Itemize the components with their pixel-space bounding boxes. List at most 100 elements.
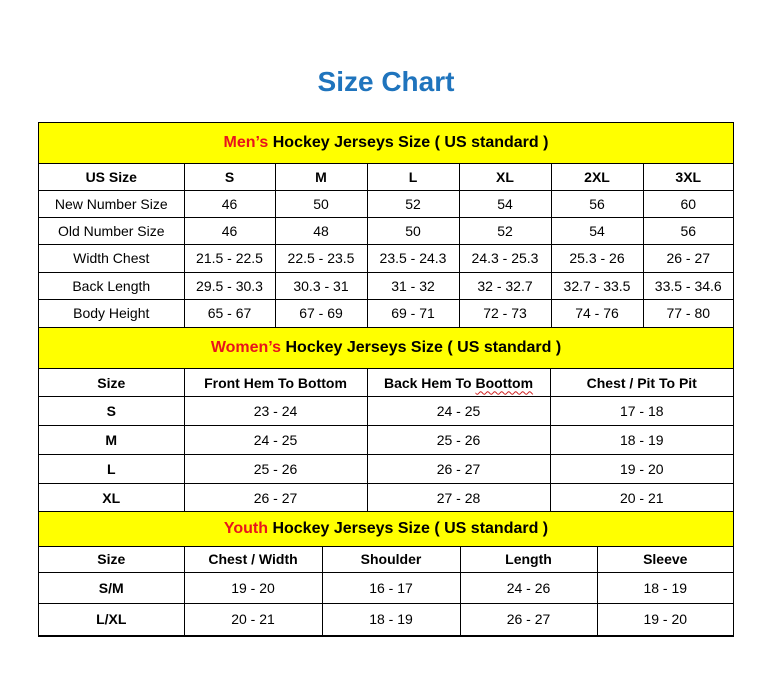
men-column-header: 3XL bbox=[642, 162, 733, 191]
women-table-cell: 26 - 27 bbox=[183, 483, 368, 512]
women-header-row: Size Front Hem To Bottom Back Hem To Boott… bbox=[39, 368, 733, 397]
women-section-heading: Women’s Hockey Jerseys Size ( US standar… bbox=[39, 327, 733, 369]
men-table-cell: 60 bbox=[642, 189, 733, 218]
column-header-label: S bbox=[224, 168, 235, 185]
column-header-label: Chest / Width bbox=[208, 551, 298, 567]
women-table-cell: 24 - 25 bbox=[183, 425, 368, 455]
women-row-label: XL bbox=[39, 483, 185, 512]
women-table-cell: 24 - 25 bbox=[366, 396, 551, 426]
women-table-row: L 25 - 26 26 - 27 19 - 20 bbox=[39, 454, 733, 484]
youth-row-label: S/M bbox=[39, 571, 185, 604]
column-header-label: M bbox=[315, 168, 327, 185]
men-table-row: New Number Size 46 50 52 54 56 60 bbox=[39, 189, 733, 218]
men-row-label: New Number Size bbox=[39, 189, 185, 218]
men-table-cell: 72 - 73 bbox=[458, 298, 552, 328]
women-table-row: XL 26 - 27 27 - 28 20 - 21 bbox=[39, 483, 733, 512]
youth-section-heading: Youth Hockey Jerseys Size ( US standard … bbox=[39, 512, 733, 547]
men-row-label: Width Chest bbox=[39, 243, 185, 273]
men-table-cell: 65 - 67 bbox=[183, 298, 276, 328]
women-column-header: Back Hem To Boottom bbox=[366, 368, 551, 397]
men-table-cell: 56 bbox=[642, 216, 733, 245]
women-heading-text: Hockey Jerseys Size ( US standard ) bbox=[285, 338, 562, 356]
men-row-label: Body Height bbox=[39, 298, 185, 328]
column-header-label: 3XL bbox=[675, 168, 702, 185]
men-table-cell: 50 bbox=[366, 216, 460, 245]
men-table-row: Width Chest 21.5 - 22.5 22.5 - 23.5 23.5 - … bbox=[39, 243, 733, 273]
spellcheck-underline: Boottom bbox=[475, 374, 534, 391]
column-header-label: Back Hem To Boottom bbox=[383, 374, 534, 391]
size-chart: Men’s Hockey Jerseys Size ( US standard … bbox=[38, 122, 734, 637]
men-column-header: XL bbox=[458, 162, 552, 191]
men-size-table: Men’s Hockey Jerseys Size ( US standard … bbox=[39, 123, 733, 328]
youth-column-header: Sleeve bbox=[596, 545, 733, 573]
youth-column-header: Size bbox=[39, 545, 185, 573]
youth-column-header: Shoulder bbox=[321, 545, 461, 573]
men-table-cell: 67 - 69 bbox=[274, 298, 368, 328]
men-table-cell: 54 bbox=[550, 216, 644, 245]
youth-table-cell: 18 - 19 bbox=[321, 602, 461, 636]
women-column-header: Size bbox=[39, 368, 185, 397]
women-table-row: S 23 - 24 24 - 25 17 - 18 bbox=[39, 396, 733, 426]
youth-table-cell: 26 - 27 bbox=[459, 602, 598, 636]
men-table-cell: 48 bbox=[274, 216, 368, 245]
women-table-cell: 19 - 20 bbox=[549, 454, 733, 484]
men-table-cell: 50 bbox=[274, 189, 368, 218]
men-table-cell: 24.3 - 25.3 bbox=[458, 243, 552, 273]
men-column-header: L bbox=[366, 162, 460, 191]
youth-table-cell: 18 - 19 bbox=[596, 571, 733, 604]
women-table-cell: 20 - 21 bbox=[549, 483, 733, 512]
men-table-cell: 33.5 - 34.6 bbox=[642, 271, 733, 300]
women-table-row: M 24 - 25 25 - 26 18 - 19 bbox=[39, 425, 733, 455]
column-header-label: US Size bbox=[85, 168, 137, 185]
men-table-cell: 32 - 32.7 bbox=[458, 271, 552, 300]
men-column-header: US Size bbox=[39, 162, 185, 191]
youth-table-row: S/M 19 - 20 16 - 17 24 - 26 18 - 19 bbox=[39, 571, 733, 604]
youth-row-label: L/XL bbox=[39, 602, 185, 636]
women-table-cell: 17 - 18 bbox=[549, 396, 733, 426]
youth-table-row: L/XL 20 - 21 18 - 19 26 - 27 19 - 20 bbox=[39, 602, 733, 636]
men-table-cell: 32.7 - 33.5 bbox=[550, 271, 644, 300]
men-table-cell: 22.5 - 23.5 bbox=[274, 243, 368, 273]
men-table-cell: 30.3 - 31 bbox=[274, 271, 368, 300]
women-heading-highlight: Women’s bbox=[210, 338, 282, 356]
column-header-label: Front Hem To Bottom bbox=[204, 374, 347, 391]
youth-table-cell: 19 - 20 bbox=[183, 571, 323, 604]
column-header-label: Size bbox=[97, 374, 126, 391]
men-heading-text: Hockey Jerseys Size ( US standard ) bbox=[272, 133, 549, 151]
women-row-label: S bbox=[39, 396, 185, 426]
men-row-label: Old Number Size bbox=[39, 216, 185, 245]
men-table-cell: 56 bbox=[550, 189, 644, 218]
women-table-cell: 25 - 26 bbox=[366, 425, 551, 455]
men-column-header: 2XL bbox=[550, 162, 644, 191]
men-table-cell: 77 - 80 bbox=[642, 298, 733, 328]
women-column-header: Chest / Pit To Pit bbox=[549, 368, 733, 397]
youth-table-cell: 16 - 17 bbox=[321, 571, 461, 604]
women-row-label: L bbox=[39, 454, 185, 484]
youth-size-table: Youth Hockey Jerseys Size ( US standard … bbox=[39, 512, 733, 636]
page-title: Size Chart bbox=[317, 66, 455, 97]
men-table-row: Back Length 29.5 - 30.3 30.3 - 31 31 - 32 32… bbox=[39, 271, 733, 300]
women-column-header: Front Hem To Bottom bbox=[183, 368, 368, 397]
men-table-row: Body Height 65 - 67 67 - 69 69 - 71 72 - 73 7… bbox=[39, 298, 733, 328]
youth-column-header: Chest / Width bbox=[183, 545, 323, 573]
women-table-cell: 23 - 24 bbox=[183, 396, 368, 426]
men-row-label: Back Length bbox=[39, 271, 185, 300]
youth-table-cell: 24 - 26 bbox=[459, 571, 598, 604]
men-section-heading: Men’s Hockey Jerseys Size ( US standard … bbox=[39, 123, 733, 164]
men-column-header: M bbox=[274, 162, 368, 191]
men-heading-highlight: Men’s bbox=[223, 133, 269, 151]
youth-header-row: Size Chest / Width Shoulder Length Sleeve bbox=[39, 545, 733, 573]
men-table-cell: 74 - 76 bbox=[550, 298, 644, 328]
column-header-label: 2XL bbox=[584, 168, 610, 185]
youth-heading-highlight: Youth bbox=[223, 519, 268, 537]
column-header-label: Length bbox=[505, 551, 552, 567]
men-table-cell: 46 bbox=[183, 216, 276, 245]
women-size-table: Women’s Hockey Jerseys Size ( US standar… bbox=[39, 327, 733, 512]
women-row-label: M bbox=[39, 425, 185, 455]
men-table-cell: 52 bbox=[366, 189, 460, 218]
column-header-label: Chest / Pit To Pit bbox=[586, 374, 697, 391]
men-table-cell: 25.3 - 26 bbox=[550, 243, 644, 273]
men-table-cell: 31 - 32 bbox=[366, 271, 460, 300]
men-column-header: S bbox=[183, 162, 276, 191]
youth-table-cell: 19 - 20 bbox=[596, 602, 733, 636]
